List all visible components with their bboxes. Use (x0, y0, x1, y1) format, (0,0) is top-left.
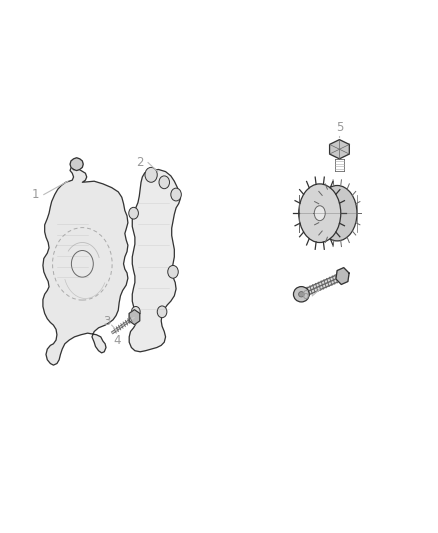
Text: 3: 3 (104, 315, 111, 328)
Circle shape (131, 306, 140, 317)
Ellipse shape (299, 292, 304, 297)
Ellipse shape (318, 185, 357, 241)
Circle shape (159, 176, 170, 189)
Text: 4: 4 (113, 334, 121, 346)
Polygon shape (70, 158, 83, 171)
Circle shape (168, 265, 178, 278)
Ellipse shape (293, 287, 309, 302)
Polygon shape (129, 169, 180, 352)
Circle shape (157, 306, 167, 318)
Text: 5: 5 (336, 122, 343, 134)
Circle shape (145, 167, 157, 182)
Circle shape (129, 207, 138, 219)
Circle shape (171, 188, 181, 201)
Ellipse shape (314, 206, 325, 221)
Polygon shape (329, 140, 350, 159)
Ellipse shape (299, 184, 341, 243)
Polygon shape (43, 166, 128, 365)
Polygon shape (336, 268, 349, 285)
Text: 1: 1 (32, 188, 40, 201)
Text: 2: 2 (136, 156, 144, 169)
Text: 6: 6 (300, 289, 308, 302)
Polygon shape (129, 310, 140, 325)
